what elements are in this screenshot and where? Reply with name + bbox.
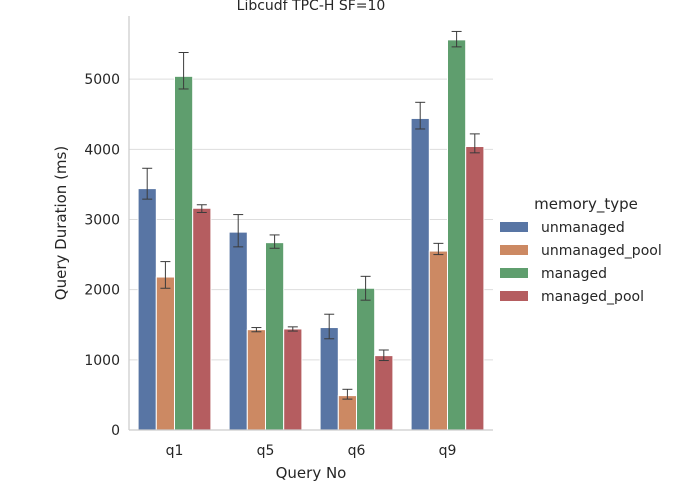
bar <box>174 75 194 431</box>
bar <box>447 39 467 431</box>
y-tick-label: 4000 <box>84 142 120 158</box>
y-tick-label: 5000 <box>84 72 120 88</box>
bar <box>246 329 267 431</box>
y-tick-label: 0 <box>111 423 120 439</box>
bar <box>265 242 285 431</box>
legend-label: managed <box>541 266 607 282</box>
bar <box>465 146 485 431</box>
legend-label: unmanaged <box>541 220 625 236</box>
x-tick-label: q1 <box>166 443 184 459</box>
legend-label: unmanaged_pool <box>541 243 662 259</box>
bar <box>356 287 376 431</box>
bar <box>228 231 248 431</box>
bar <box>137 188 157 431</box>
legend-swatch <box>500 268 528 278</box>
bars <box>137 39 485 431</box>
legend: memory_type unmanaged unmanaged_poolmanag… <box>500 195 662 305</box>
bar <box>155 276 176 431</box>
bar <box>374 355 394 431</box>
legend-swatch <box>500 245 528 255</box>
bar <box>410 117 430 431</box>
legend-swatch <box>500 291 528 301</box>
y-tick-label: 3000 <box>84 212 120 228</box>
bar <box>319 327 339 431</box>
y-tick-label: 1000 <box>84 353 120 369</box>
x-tick-label: q6 <box>348 443 366 459</box>
bar <box>283 328 303 431</box>
legend-swatch <box>500 222 528 232</box>
bar <box>192 207 212 431</box>
legend-label: managed_pool <box>541 289 644 305</box>
y-tick-labels: 0 1000 2000 3000 4000 5000 <box>84 72 120 439</box>
bar <box>337 395 357 431</box>
error-bars <box>142 30 480 400</box>
y-axis-label: Query Duration (ms) <box>52 146 70 300</box>
x-axis-label: Query No <box>276 464 347 482</box>
bar <box>428 250 448 431</box>
y-tick-label: 2000 <box>84 283 120 299</box>
x-tick-labels: q1 q5 q6 q9 <box>166 443 457 459</box>
x-tick-label: q9 <box>439 443 457 459</box>
x-tick-label: q5 <box>257 443 275 459</box>
chart-title: Libcudf TPC-H SF=10 <box>237 0 386 14</box>
legend-title: memory_type <box>534 195 638 214</box>
